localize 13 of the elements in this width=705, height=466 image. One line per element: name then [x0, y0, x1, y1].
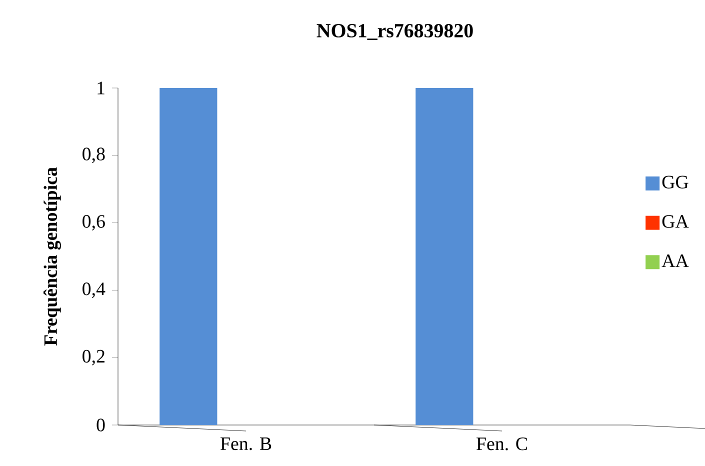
- legend-label: AA: [662, 254, 689, 267]
- chart-title: NOS1_rs76839820: [316, 24, 473, 40]
- y-tick-label: 0,6: [82, 215, 105, 231]
- x-tick-label: Fen. C: [476, 438, 527, 450]
- y-tick-label: 0,8: [82, 148, 105, 164]
- y-tick-label: 0,4: [82, 282, 106, 298]
- y-tick-label: 0: [96, 418, 105, 432]
- y-tick-label: 1: [98, 82, 104, 94]
- x-tick-label: Fen. B: [220, 438, 272, 450]
- legend-label: GA: [662, 215, 689, 228]
- y-axis-title: Frequência genotípica: [43, 167, 62, 346]
- y-tick-label: 0,2: [82, 350, 104, 366]
- legend-label: GG: [662, 176, 688, 188]
